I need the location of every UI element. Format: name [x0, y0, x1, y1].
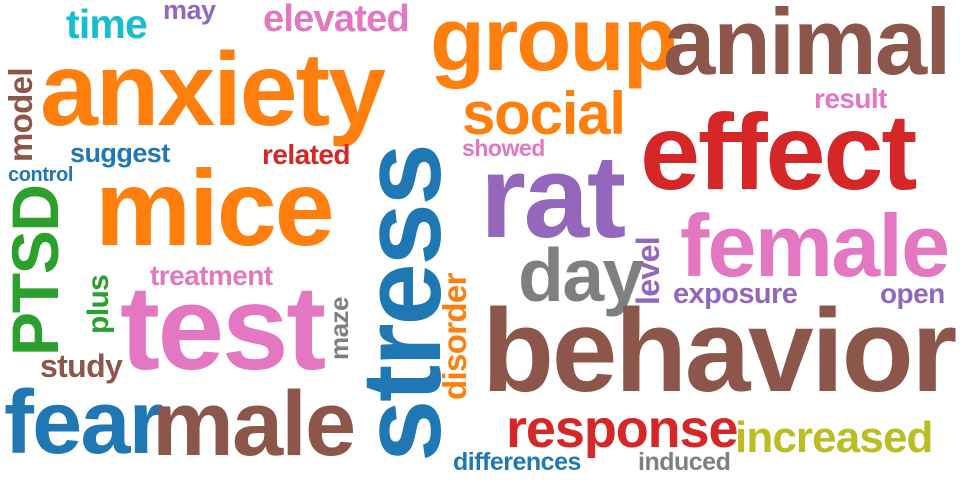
word-study: study — [40, 348, 123, 384]
word-exposure: exposure — [673, 278, 798, 310]
word-response: response — [506, 399, 739, 459]
word-elevated: elevated — [263, 0, 410, 40]
word-related: related — [262, 139, 350, 170]
word-may: may — [163, 0, 216, 25]
word-time: time — [66, 1, 148, 47]
word-showed: showed — [462, 135, 545, 161]
word-rat: rat — [480, 131, 626, 263]
word-fear: fear — [4, 373, 164, 473]
word-induced: induced — [638, 448, 731, 476]
word-mice: mice — [95, 147, 335, 268]
word-plus: plus — [82, 274, 115, 334]
word-test: test — [120, 261, 326, 395]
word-male: male — [152, 373, 356, 475]
word-result: result — [814, 83, 887, 114]
word-suggest: suggest — [70, 138, 170, 168]
word-disorder: disorder — [436, 273, 473, 400]
word-maze: maze — [324, 297, 354, 360]
word-open: open — [880, 278, 945, 309]
word-differences: differences — [453, 448, 581, 476]
word-increased: increased — [735, 413, 933, 462]
word-social: social — [462, 80, 626, 147]
word-anxiety: anxiety — [40, 32, 386, 148]
word-day: day — [518, 233, 644, 317]
word-PTSD: PTSD — [0, 185, 72, 356]
word-treatment: treatment — [150, 260, 273, 291]
word-model: model — [2, 68, 39, 162]
word-control: control — [8, 164, 73, 186]
word-group: group — [430, 0, 678, 90]
word-animal: animal — [663, 0, 951, 94]
word-female: female — [680, 196, 950, 295]
word-effect: effect — [640, 91, 917, 212]
word-behavior: behavior — [482, 285, 957, 417]
